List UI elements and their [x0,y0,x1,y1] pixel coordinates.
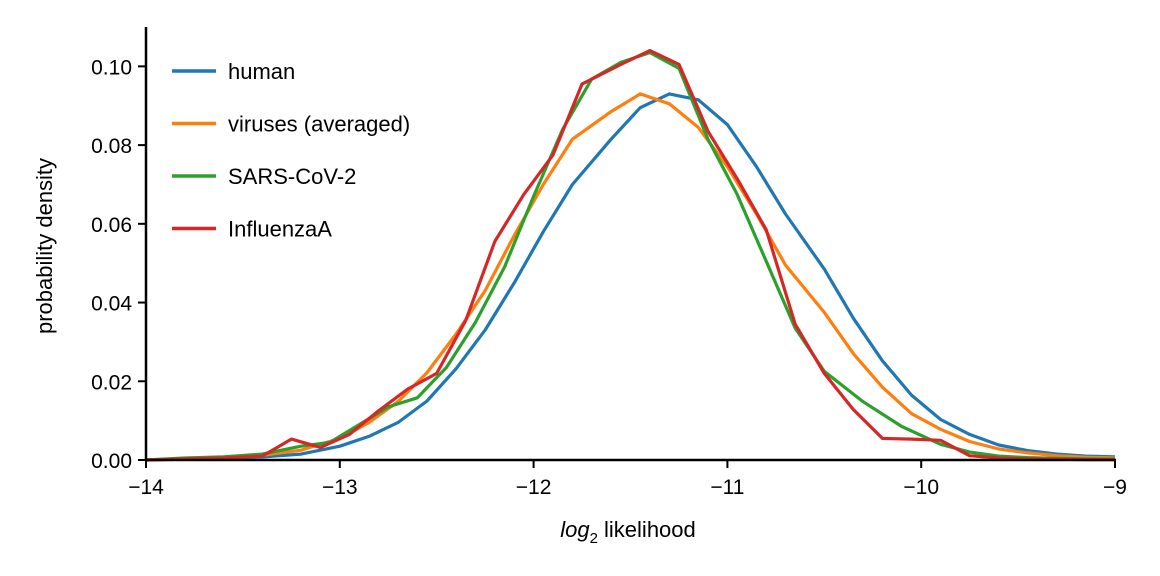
x-tick-label: −9 [1103,476,1127,499]
legend: human viruses (averaged) SARS-CoV-2 Influen… [172,59,410,242]
ticks-layer: −14 −13 −12 −11 −10 −9 0.00 0.02 0.04 0.06 0.08 0.1… [91,56,1127,499]
y-tick-label: 0.02 [91,371,132,394]
series-line-human [145,92,1116,462]
series-line-viruses-averaged [145,92,1116,462]
series-line-influenzaa [145,48,1115,462]
x-tick-label: −13 [322,476,358,499]
legend-label-influenzaa: InfluenzaA [228,217,332,242]
legend-label-sars-cov-2: SARS-CoV-2 [228,164,356,189]
x-axis-title-rest: likelihood [598,517,696,542]
x-tick-label: −14 [128,476,164,499]
y-axis-title: probability density [32,158,57,334]
legend-label-human: human [228,59,295,84]
x-axis-title: log2 likelihood [560,517,696,547]
x-axis-title-subscript: 2 [590,530,598,547]
x-tick-label: −12 [516,476,552,499]
y-tick-label: 0.06 [91,214,132,237]
axes-layer [144,27,1116,462]
x-tick-label: −11 [710,476,744,499]
y-tick-label: 0.04 [91,293,132,316]
y-tick-label: 0.08 [91,135,132,158]
legend-label-viruses-averaged: viruses (averaged) [228,112,410,137]
x-tick-label: −10 [903,476,939,499]
y-tick-label: 0.10 [91,56,132,79]
y-tick-label: 0.00 [91,450,132,473]
x-axis-title-italic: log [560,517,590,542]
series-layer [145,48,1116,462]
